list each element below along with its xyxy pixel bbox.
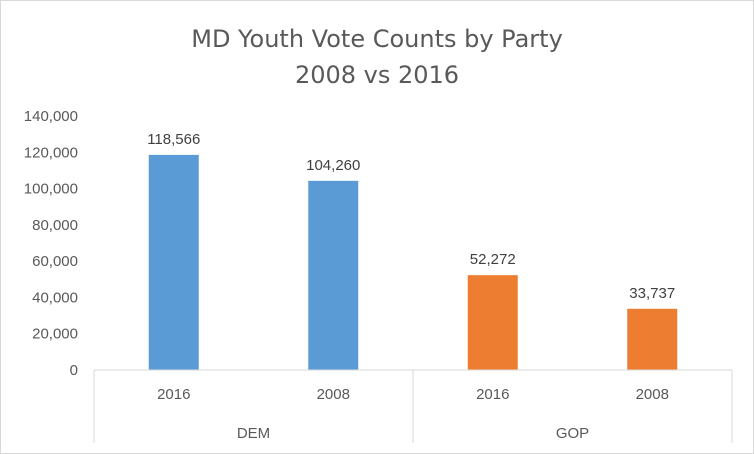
y-tick-label: 140,000 (24, 108, 78, 125)
data-label: 104,260 (306, 157, 360, 174)
bar (148, 154, 199, 370)
x-group-label: DEM (237, 425, 270, 442)
x-category-label: 2016 (157, 386, 190, 403)
y-tick-label: 120,000 (24, 144, 78, 161)
y-tick-label: 20,000 (32, 326, 78, 343)
bars: 118,566 104,260 52,272 33,737 (147, 131, 678, 370)
chart-title: MD Youth Vote Counts by Party (191, 25, 563, 53)
bar (467, 275, 518, 370)
chart-subtitle: 2008 vs 2016 (295, 61, 459, 89)
y-tick-label: 100,000 (24, 181, 78, 198)
y-tick-label: 0 (70, 362, 78, 379)
x-category-label: 2016 (476, 386, 509, 403)
x-category-label: 2008 (317, 386, 350, 403)
bar (627, 308, 678, 370)
x-category-label: 2008 (636, 386, 669, 403)
y-tick-label: 60,000 (32, 253, 78, 270)
x-axis: 2016 2008 DEM 2016 2008 GOP (93, 369, 733, 443)
data-label: 52,272 (470, 251, 516, 268)
bar (308, 180, 359, 370)
x-group-label: GOP (556, 425, 589, 442)
y-tick-label: 40,000 (32, 289, 78, 306)
data-label: 118,566 (147, 131, 200, 148)
y-tick-label: 80,000 (32, 217, 78, 234)
data-label: 33,737 (629, 285, 675, 302)
y-axis: 140,000 120,000 100,000 80,000 60,000 40,000 2… (24, 108, 78, 379)
